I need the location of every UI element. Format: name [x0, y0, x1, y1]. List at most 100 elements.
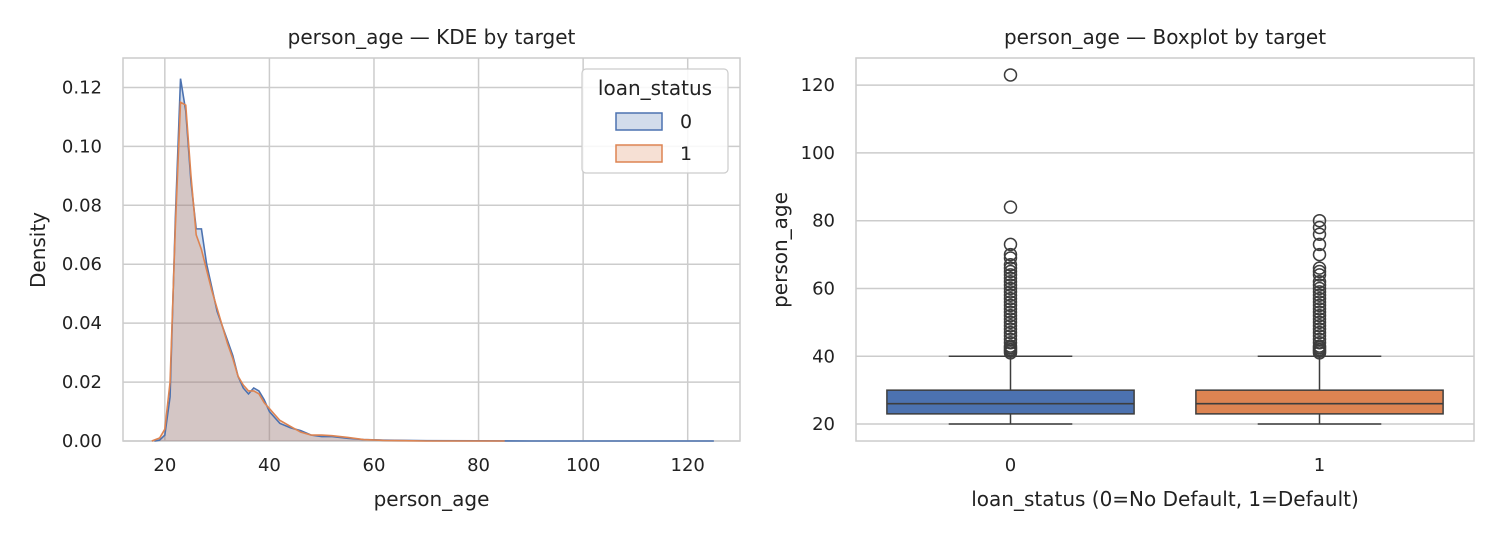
- outlier-point: [1312, 281, 1327, 296]
- outlier-point: [1003, 325, 1018, 340]
- kde-series-layer: [151, 78, 714, 442]
- outlier-point: [1003, 291, 1018, 306]
- outlier-point: [1003, 302, 1018, 316]
- outlier-point: [1312, 261, 1327, 275]
- outlier-point: [1312, 291, 1327, 306]
- kde-x-tick-label: 60: [363, 455, 386, 476]
- outlier-point: [1312, 319, 1327, 333]
- legend-label-0: 0: [680, 111, 692, 133]
- iqr-box: [886, 389, 1135, 415]
- legend-swatch-0: [615, 112, 663, 131]
- kde-area-0: [154, 78, 714, 442]
- kde-x-tick-label: 100: [566, 455, 600, 476]
- outlier-point: [1312, 298, 1327, 313]
- outlier-point: [1003, 268, 1018, 282]
- kde-y-tick-label: 0.04: [62, 313, 102, 334]
- outlier-point: [1003, 247, 1018, 262]
- kde-y-tick-label: 0.08: [62, 195, 102, 216]
- outlier-point: [1312, 325, 1327, 340]
- outlier-point: [1312, 237, 1327, 252]
- box-group-1: [1195, 213, 1444, 425]
- box-plot-area: [855, 57, 1475, 442]
- kde-x-tick-label: 40: [258, 455, 281, 476]
- outlier-point: [1003, 264, 1018, 279]
- box-title: person_age — Boxplot by target: [1004, 25, 1326, 49]
- box-group-0: [886, 68, 1135, 425]
- kde-title: person_age — KDE by target: [288, 25, 576, 49]
- kde-y-tick-label: 0.06: [62, 254, 102, 275]
- kde-x-tick-label: 20: [153, 455, 176, 476]
- outlier-point: [1003, 298, 1018, 313]
- outlier-point: [1003, 261, 1018, 275]
- outlier-point: [1003, 271, 1018, 286]
- legend-frame: [581, 68, 729, 174]
- kde-x-axis-label: person_age: [374, 487, 490, 511]
- outlier-point: [1003, 68, 1018, 82]
- outlier-point: [1003, 251, 1018, 265]
- outlier-point: [1312, 315, 1327, 330]
- outlier-point: [1003, 339, 1018, 353]
- outlier-point: [1312, 288, 1327, 303]
- outlier-point: [1312, 268, 1327, 282]
- outlier-point: [1312, 227, 1327, 241]
- legend-label-1: 1: [680, 143, 692, 165]
- outlier-point: [1312, 302, 1327, 316]
- outlier-point: [1312, 329, 1327, 343]
- outlier-point: [1003, 332, 1018, 347]
- kde-y-axis-label: Density: [26, 212, 50, 288]
- outlier-point: [1312, 274, 1327, 289]
- box-x-tick-label: 0: [1005, 455, 1016, 476]
- outlier-point: [1003, 237, 1018, 252]
- box-y-ticks: 20 40 60 80 100 120: [801, 75, 835, 435]
- kde-line-1: [151, 100, 505, 442]
- outlier-point: [1003, 308, 1018, 323]
- outlier-point: [1312, 295, 1327, 309]
- box-y-tick-label: 20: [812, 414, 835, 435]
- outlier-point: [1003, 315, 1018, 330]
- box-y-tick-label: 100: [801, 143, 835, 164]
- kde-y-tick-label: 0.12: [62, 77, 102, 98]
- kde-legend: loan_status 0 1: [581, 68, 729, 174]
- kde-x-ticks: 20 40 60 80 100 120: [153, 455, 705, 476]
- box-marks-layer: [886, 68, 1444, 425]
- iqr-box: [1195, 389, 1444, 415]
- outlier-point: [1312, 339, 1327, 353]
- outlier-point: [1003, 281, 1018, 296]
- outlier-point: [1312, 285, 1327, 299]
- kde-y-ticks: 0.00 0.02 0.04 0.06 0.08 0.10 0.12: [62, 77, 102, 452]
- outlier-point: [1003, 295, 1018, 309]
- box-y-tick-label: 60: [812, 278, 835, 299]
- outlier-point: [1312, 247, 1327, 262]
- box-y-tick-label: 120: [801, 75, 835, 96]
- outlier-point: [1003, 322, 1018, 336]
- kde-y-tick-label: 0.00: [62, 431, 102, 452]
- kde-x-tick-label: 120: [671, 455, 705, 476]
- outlier-point: [1003, 312, 1018, 326]
- legend-title: loan_status: [598, 76, 712, 100]
- box-x-tick-label: 1: [1314, 455, 1325, 476]
- outlier-point: [1003, 285, 1018, 299]
- outlier-point: [1003, 305, 1018, 319]
- outlier-point: [1312, 213, 1327, 228]
- kde-x-tick-label: 80: [467, 455, 490, 476]
- kde-panel: 20 40 60 80 100 120 0.000.020.040.060.080.100…: [26, 25, 741, 511]
- outlier-point: [1003, 329, 1018, 343]
- box-x-axis-label: loan_status (0=No Default, 1=Default): [971, 487, 1359, 511]
- outlier-point: [1312, 335, 1327, 350]
- kde-y-tick-label: 0.02: [62, 372, 102, 393]
- outlier-point: [1312, 322, 1327, 336]
- box-y-tick-label: 80: [812, 211, 835, 232]
- outlier-point: [1312, 308, 1327, 323]
- outlier-point: [1003, 258, 1018, 272]
- outlier-point: [1003, 274, 1018, 289]
- outlier-point: [1003, 319, 1018, 333]
- outlier-point: [1312, 312, 1327, 326]
- box-y-tick-label: 40: [812, 346, 835, 367]
- outlier-point: [1003, 278, 1018, 292]
- outlier-point: [1312, 220, 1327, 235]
- outlier-point: [1312, 278, 1327, 292]
- outlier-point: [1312, 264, 1327, 279]
